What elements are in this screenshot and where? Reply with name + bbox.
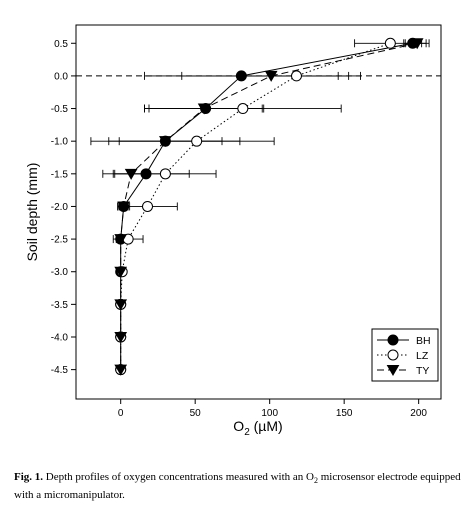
y-tick-label-6: -2.5 bbox=[51, 235, 69, 246]
point-ty-1 bbox=[264, 70, 278, 82]
y-tick-label-3: -1.0 bbox=[51, 137, 69, 148]
depth-profile-chart: 0 50 100 150 200 0.5 0.0 -0.5 -1.0 -1.5 -2.0 -2.5 -3… bbox=[24, 24, 442, 438]
y-tick-label-8: -3.5 bbox=[51, 300, 69, 311]
y-tick-label-0: 0.5 bbox=[54, 39, 68, 50]
y-axis-title: Soil depth (mm) bbox=[24, 163, 40, 262]
y-tick-label-2: -0.5 bbox=[51, 104, 69, 115]
point-ty-2 bbox=[197, 103, 211, 115]
y-tick-label-5: -2.0 bbox=[51, 202, 69, 213]
x-axis-title: O2 (µM) bbox=[233, 418, 282, 438]
y-tick-label-4: -1.5 bbox=[51, 169, 69, 180]
series-layer bbox=[90, 37, 430, 376]
point-ty-8 bbox=[114, 299, 128, 311]
caption-text-b: microsensor electrode equipped with a mi… bbox=[14, 471, 461, 502]
x-tick-label-3: 150 bbox=[336, 408, 353, 419]
caption-label: Fig. 1. bbox=[14, 471, 44, 483]
point-bh-1 bbox=[235, 70, 247, 82]
point-lz-0 bbox=[384, 37, 396, 49]
point-ty-0 bbox=[410, 38, 424, 50]
point-lz-2 bbox=[237, 103, 249, 115]
point-lz-4 bbox=[159, 168, 171, 180]
point-lz-5 bbox=[142, 200, 154, 212]
axis-ticks: 0 50 100 150 200 0.5 0.0 -0.5 -1.0 -1.5 -2.0 -2.5 -3… bbox=[51, 39, 428, 419]
point-ty-5 bbox=[117, 201, 131, 213]
x-axis-title-main: O bbox=[233, 418, 244, 434]
legend-marker-bh bbox=[387, 334, 399, 346]
point-ty-9 bbox=[114, 331, 128, 343]
legend: BH LZ TY bbox=[371, 328, 439, 382]
point-lz-1 bbox=[290, 70, 302, 82]
y-tick-label-10: -4.5 bbox=[51, 365, 69, 376]
legend-label-lz: LZ bbox=[416, 350, 429, 362]
y-tick-label-9: -4.0 bbox=[51, 332, 69, 343]
legend-label-bh: BH bbox=[416, 335, 431, 347]
point-ty-6 bbox=[114, 234, 128, 246]
point-bh-4 bbox=[140, 168, 152, 180]
figure-caption: Fig. 1. Depth profiles of oxygen concent… bbox=[14, 470, 464, 502]
x-tick-label-2: 100 bbox=[261, 408, 278, 419]
caption-subscript: 2 bbox=[313, 476, 318, 486]
figure: 0 50 100 150 200 0.5 0.0 -0.5 -1.0 -1.5 -2.0 -2.5 -3… bbox=[24, 24, 442, 438]
x-tick-label-0: 0 bbox=[118, 408, 124, 419]
x-axis-title-unit: (µM) bbox=[250, 418, 283, 434]
point-lz-3 bbox=[191, 135, 203, 147]
x-tick-label-4: 200 bbox=[410, 408, 427, 419]
legend-marker-lz bbox=[387, 349, 399, 361]
caption-text-a: Depth profiles of oxygen concentrations … bbox=[43, 471, 314, 483]
point-ty-10 bbox=[114, 364, 128, 376]
legend-marker-ty bbox=[386, 365, 400, 376]
point-ty-7 bbox=[114, 266, 128, 278]
x-tick-label-1: 50 bbox=[190, 408, 202, 419]
x-axis-title-sub: 2 bbox=[244, 427, 250, 438]
plot-frame bbox=[75, 24, 442, 400]
y-tick-label-1: 0.0 bbox=[54, 71, 68, 82]
y-tick-label-7: -3.0 bbox=[51, 267, 69, 278]
point-ty-4 bbox=[124, 168, 138, 180]
legend-label-ty: TY bbox=[416, 365, 429, 377]
point-ty-3 bbox=[159, 136, 172, 148]
markers-ty bbox=[114, 38, 424, 376]
